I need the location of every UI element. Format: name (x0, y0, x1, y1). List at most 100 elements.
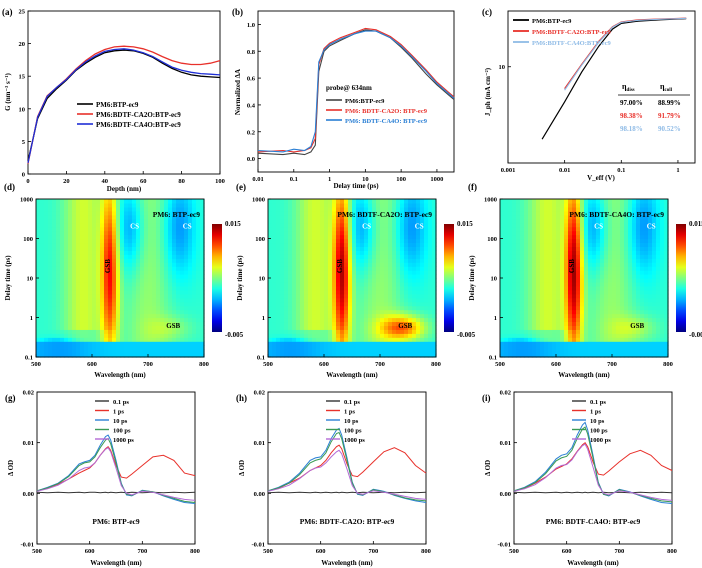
table-cell-coll: 91.79% (658, 112, 681, 120)
heat-cell (200, 254, 205, 259)
heat-cell (552, 274, 557, 279)
heat-cell (588, 226, 593, 232)
heat-cell (172, 214, 177, 220)
heat-cell (136, 199, 141, 204)
heat-cell (156, 329, 161, 334)
heat-cell (124, 270, 129, 275)
heat-cell (68, 325, 73, 330)
heat-cell (168, 270, 173, 275)
heat-cell (404, 226, 409, 232)
heat-cell (432, 301, 437, 307)
heat-cell (428, 353, 433, 358)
heat-cell (608, 226, 613, 232)
heat-cell (188, 325, 193, 330)
heat-cell (108, 222, 113, 228)
heat-cell (136, 234, 141, 240)
heat-cell (620, 281, 625, 287)
heat-cell (636, 325, 641, 330)
heat-cell (524, 246, 529, 251)
heat-cell (288, 325, 293, 330)
heat-cell (92, 262, 97, 267)
heat-cell (544, 289, 549, 295)
y-tick-label: 1 (30, 315, 33, 322)
heat-cell (292, 238, 297, 244)
heat-cell (400, 242, 405, 247)
heat-cell (592, 266, 597, 271)
heat-cell (128, 230, 133, 236)
heat-cell (516, 258, 521, 263)
heat-cell (200, 313, 205, 319)
heat-cell (512, 234, 517, 240)
heat-cell (120, 281, 125, 287)
heat-cell (152, 301, 157, 307)
heat-cell (268, 309, 273, 315)
heat-cell (364, 258, 369, 263)
y-tick-label: 25 (19, 9, 26, 16)
heat-cell (80, 254, 85, 259)
heat-cell (592, 234, 597, 240)
heat-cell (588, 321, 593, 326)
heat-cell (376, 305, 381, 311)
heat-cell (588, 345, 593, 350)
heat-cell (200, 274, 205, 279)
heat-cell (404, 329, 409, 334)
table-cell-diss: 97.00% (620, 99, 643, 107)
heat-cell (308, 238, 313, 244)
heat-cell (540, 222, 545, 228)
heat-cell (624, 317, 629, 323)
heat-cell (636, 297, 641, 303)
heat-cell (524, 242, 529, 247)
heat-cell (268, 254, 273, 259)
heat-cell (420, 289, 425, 295)
heat-cell (620, 301, 625, 307)
heat-cell (624, 297, 629, 303)
heat-cell (280, 345, 285, 350)
heat-cell (432, 341, 437, 346)
heat-cell (404, 254, 409, 259)
heat-cell (40, 262, 45, 267)
heat-cell (392, 270, 397, 275)
heat-cell (516, 278, 521, 283)
heat-cell (172, 321, 177, 326)
heat-cell (292, 317, 297, 323)
heat-cell (380, 285, 385, 291)
heat-cell (80, 313, 85, 319)
heat-cell (304, 341, 309, 346)
heat-cell (384, 329, 389, 334)
heat-cell (140, 333, 145, 338)
heat-cell (572, 301, 577, 307)
heat-cell (388, 238, 393, 244)
heat-cell (368, 226, 373, 232)
heat-cell (164, 218, 169, 224)
heat-cell (300, 234, 305, 240)
heat-cell (636, 199, 641, 204)
heat-cell (352, 222, 357, 228)
heat-cell (308, 321, 313, 326)
heat-cell (504, 234, 509, 240)
heat-cell (512, 266, 517, 271)
heat-cell (156, 353, 161, 358)
heat-cell (584, 345, 589, 350)
heat-cell (356, 317, 361, 323)
heat-cell (64, 313, 69, 319)
heat-cell (148, 325, 153, 330)
heat-cell (328, 305, 333, 311)
heat-cell (300, 313, 305, 319)
heat-cell (268, 226, 273, 232)
heat-cell (368, 262, 373, 267)
heat-cell (148, 278, 153, 283)
heat-cell (52, 329, 57, 334)
heat-cell (148, 321, 153, 326)
heat-cell (640, 301, 645, 307)
heat-cell (536, 222, 541, 228)
heat-cell (568, 297, 573, 303)
heat-cell (524, 202, 529, 208)
heat-cell (192, 293, 197, 299)
heat-cell (348, 349, 353, 354)
heat-cell (420, 199, 425, 204)
heat-cell (164, 250, 169, 255)
heat-cell (284, 341, 289, 346)
heat-cell (312, 230, 317, 236)
heat-cell (160, 301, 165, 307)
